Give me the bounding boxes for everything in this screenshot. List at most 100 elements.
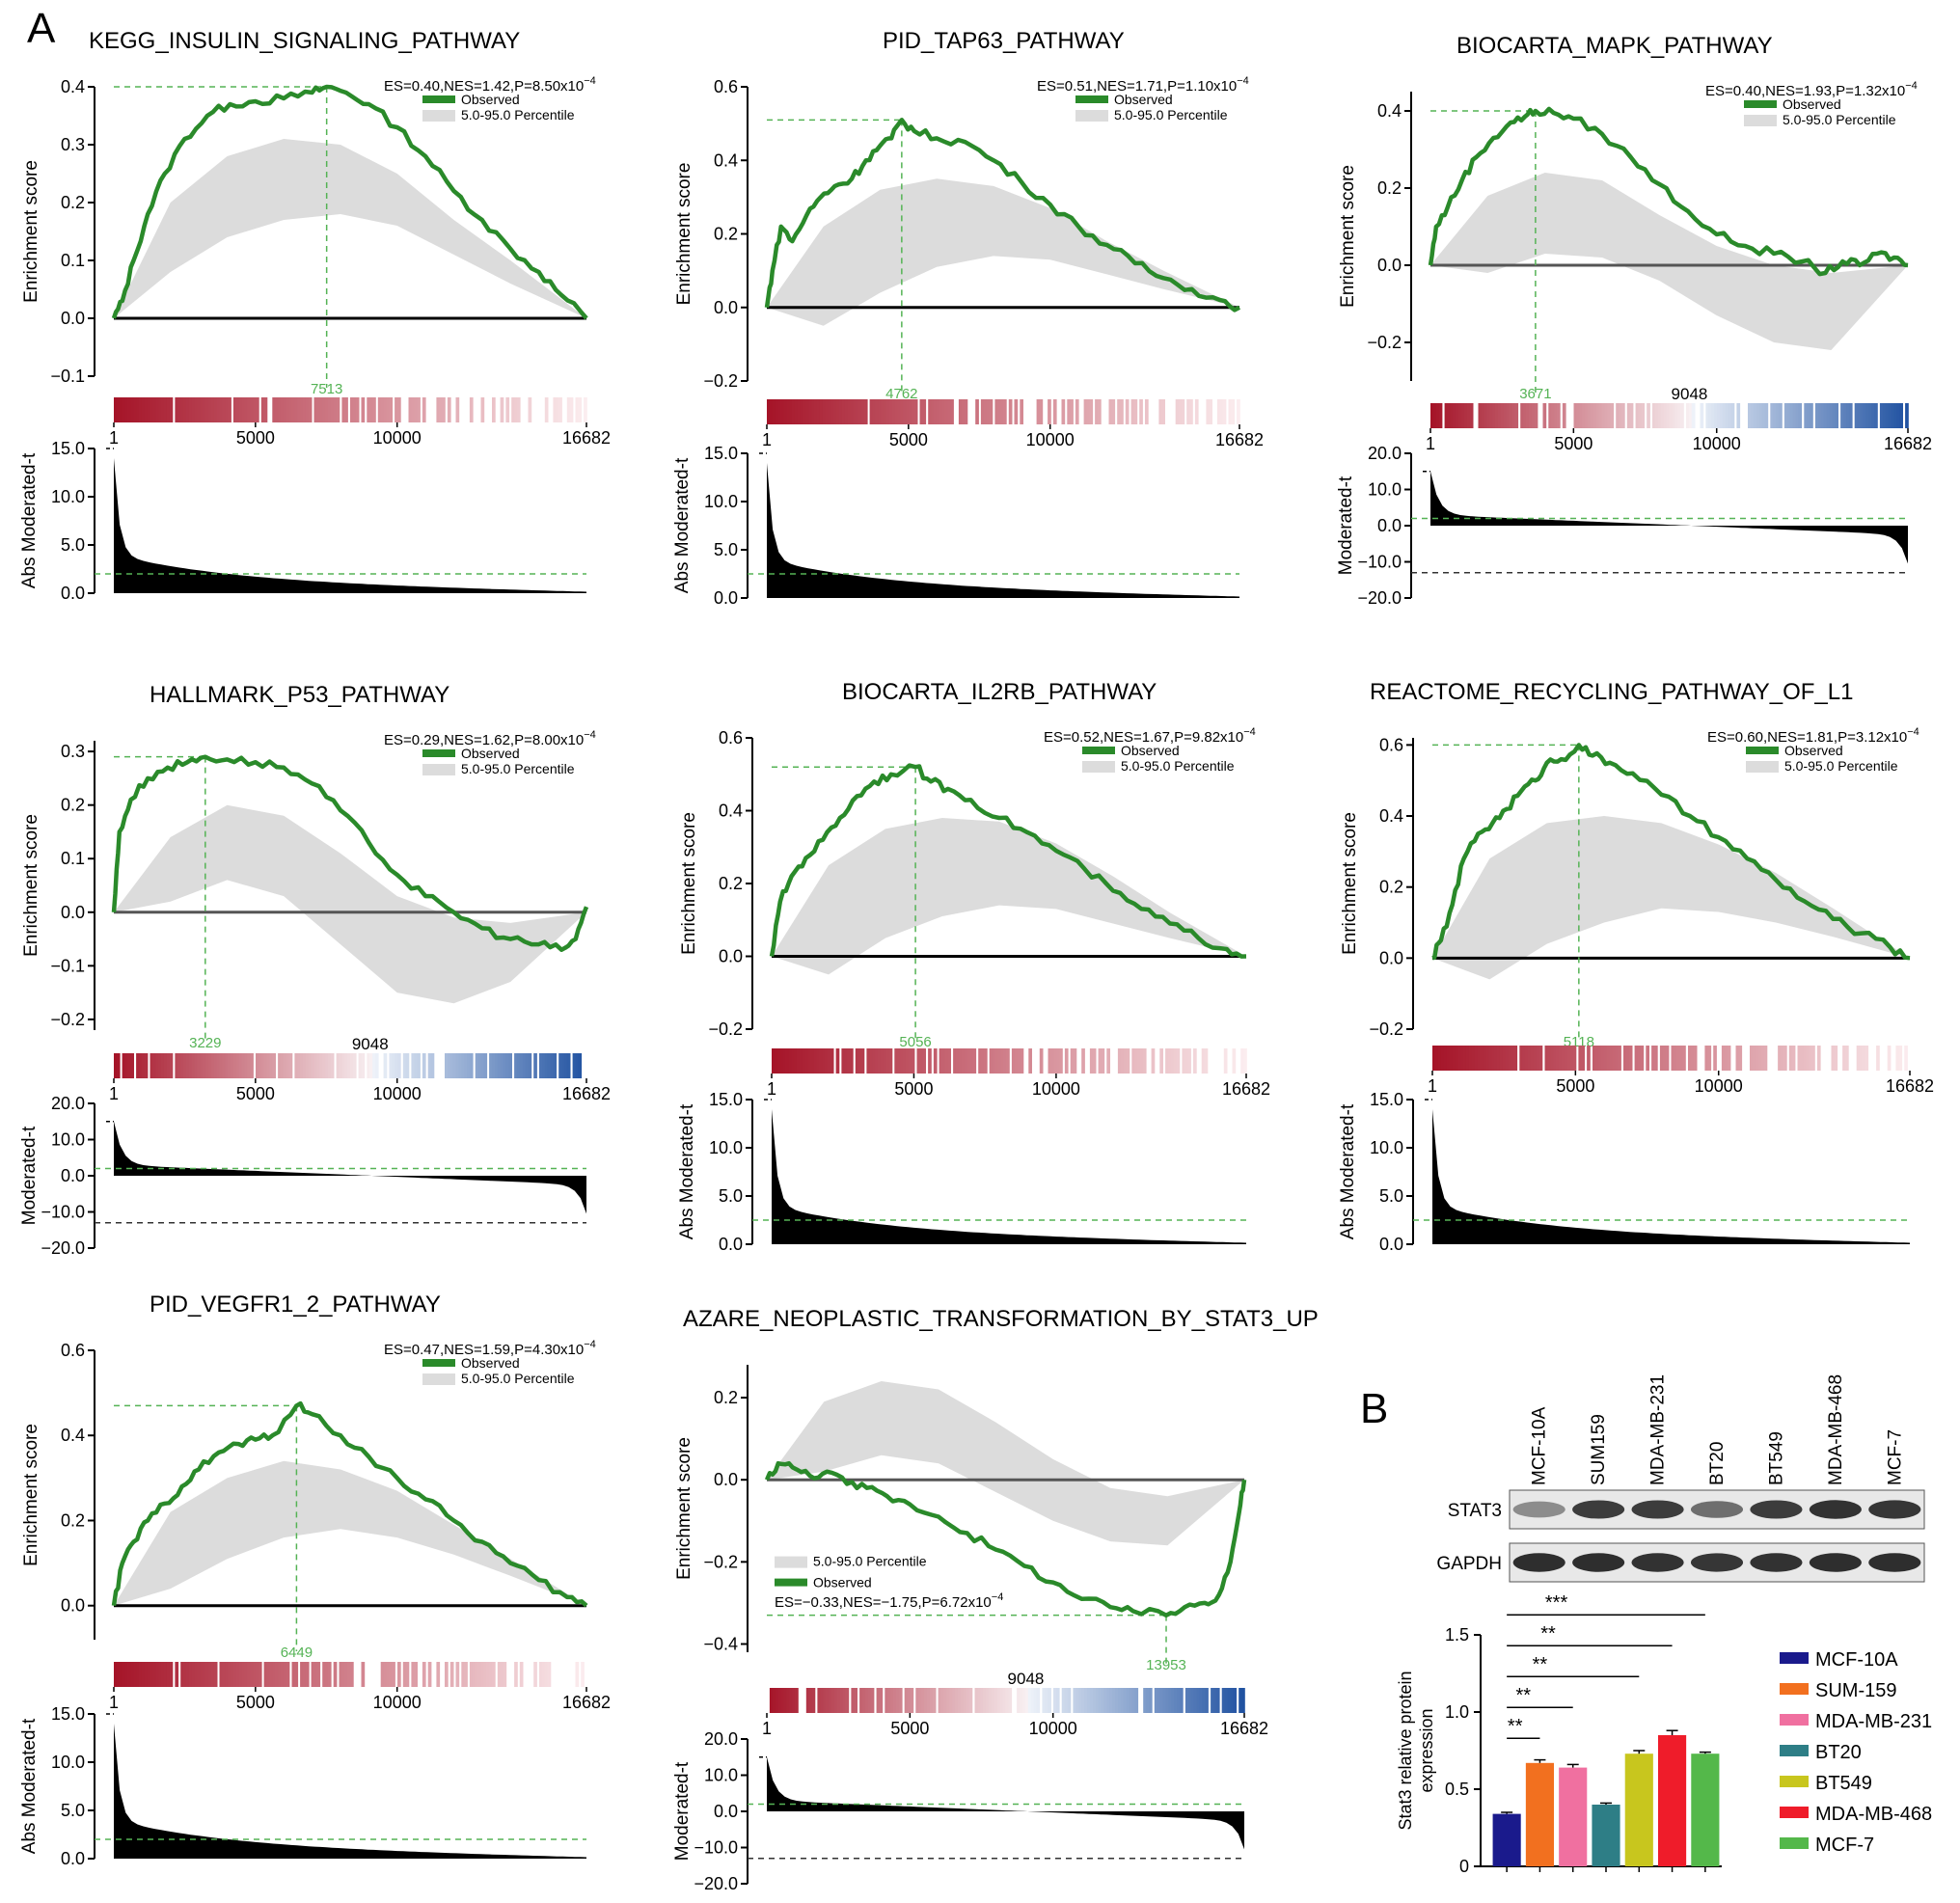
rank-bar-stripe <box>455 1053 460 1078</box>
rank-bar-stripe <box>851 1688 856 1713</box>
rank-bar-stripe <box>188 397 193 422</box>
rank-bar-stripe <box>1860 403 1865 428</box>
rank-bar-stripe <box>1848 403 1853 428</box>
rank-bar-stripe <box>999 1688 1004 1713</box>
rank-bar-stripe <box>508 1053 512 1078</box>
legend-band-swatch <box>1082 761 1115 773</box>
metric-y-tick-label: −20.0 <box>41 1238 85 1258</box>
observed-es-line <box>111 754 589 952</box>
rank-bar-stripe <box>1654 403 1659 428</box>
rank-bar-stripe <box>280 1662 285 1687</box>
rank-bar-stripe <box>500 397 504 422</box>
rank-bar-stripe <box>1118 1688 1122 1713</box>
rank-bar-stripe <box>844 399 849 424</box>
rank-bar-stripe <box>177 397 181 422</box>
rank-bar-stripe <box>1735 1046 1740 1071</box>
rank-bar-stripe <box>844 1048 848 1074</box>
rank-bar-stripe <box>1686 403 1690 428</box>
rank-bar-stripe <box>497 1662 502 1687</box>
rank-bar-stripe <box>1033 1688 1038 1713</box>
rank-bar-stripe <box>1610 403 1615 428</box>
rank-bar-stripe <box>1572 1046 1577 1071</box>
rank-bar-stripe <box>986 399 991 424</box>
rank-bar-stripe <box>783 1688 788 1713</box>
legend-band-label: 5.0-95.0 Percentile <box>1783 112 1896 127</box>
rank-bar-stripe <box>1243 1048 1247 1074</box>
zero-cross-label: 9048 <box>352 1035 389 1053</box>
bar <box>1592 1805 1620 1866</box>
rank-bar-stripe <box>330 1053 335 1078</box>
rank-bar-stripe <box>1000 399 1004 424</box>
rank-bar-stripe <box>1717 403 1721 428</box>
rank-bar-stripe <box>1089 1048 1094 1074</box>
rank-bar-stripe <box>1075 399 1079 424</box>
rank-bar-stripe <box>572 1053 577 1078</box>
rank-bar-stripe <box>1070 1048 1075 1074</box>
y-tick-label: 0.3 <box>61 742 85 761</box>
rank-bar-stripe <box>436 397 441 422</box>
blot-band <box>1750 1500 1803 1519</box>
blot-band <box>1631 1500 1684 1519</box>
rank-bar-stripe <box>1202 1688 1206 1713</box>
rank-bar-stripe <box>205 1662 209 1687</box>
rank-bar-stripe <box>1781 1046 1784 1071</box>
rank-bar-stripe <box>241 397 246 422</box>
rank-bar-stripe <box>772 1048 776 1074</box>
rank-bar-stripe <box>169 1053 174 1078</box>
y-axis-label: Enrichment score <box>21 1424 41 1566</box>
metric-area <box>114 1724 586 1859</box>
blot-band <box>1690 1501 1744 1518</box>
rank-bar-stripe <box>1064 1688 1069 1713</box>
rank-bar-stripe <box>1879 403 1884 428</box>
rank-bar-stripe <box>1039 399 1044 424</box>
bar <box>1525 1762 1554 1866</box>
rank-bar-stripe <box>1557 403 1561 428</box>
rank-bar-stripe <box>950 399 954 424</box>
rank-bar-stripe <box>1434 1046 1439 1071</box>
rank-bar-stripe <box>422 1662 426 1687</box>
rank-bar-stripe <box>319 397 323 422</box>
rank-bar-stripe <box>553 1053 558 1078</box>
rank-bar-stripe <box>1594 1046 1599 1071</box>
rank-bar-stripe <box>894 1048 898 1074</box>
rank-bar-stripe <box>1704 1046 1709 1071</box>
rank-bar-stripe <box>116 1053 121 1078</box>
rank-bar-stripe <box>1145 399 1149 424</box>
rank-bar-stripe <box>263 1053 268 1078</box>
rank-bar-stripe <box>949 1688 953 1713</box>
y-tick-label: 0.0 <box>714 298 738 317</box>
rank-bar-stripe <box>194 1053 199 1078</box>
rank-bar-stripe <box>325 1662 329 1687</box>
rank-bar-stripe <box>191 397 196 422</box>
rank-bar-stripe <box>944 1048 949 1074</box>
y-tick-label: 0.0 <box>61 309 85 328</box>
chart-title: BIOCARTA_MAPK_PATHWAY <box>1456 33 1773 59</box>
rank-bar-stripe <box>452 1053 457 1078</box>
zero-cross-label: 9048 <box>1008 1670 1045 1688</box>
rank-bar-stripe <box>1520 403 1524 428</box>
rank-bar-stripe <box>1843 403 1847 428</box>
rank-bar-stripe <box>1845 1046 1849 1071</box>
rank-bar-stripe <box>1538 1046 1543 1071</box>
rank-bar-stripe <box>341 397 346 422</box>
rank-bar-stripe <box>294 397 299 422</box>
rank-bar-stripe <box>514 1662 518 1687</box>
rank-bar-stripe <box>250 1053 254 1078</box>
rank-bar-stripe <box>347 1662 351 1687</box>
rank-bar-stripe <box>383 1053 388 1078</box>
rank-bar-stripe <box>316 1662 321 1687</box>
rank-bar-stripe <box>483 1053 488 1078</box>
significance-label: ** <box>1508 1716 1523 1737</box>
metric-y-tick-label: 15.0 <box>51 439 85 458</box>
rank-bar-stripe <box>203 1053 206 1078</box>
rank-bar-stripe <box>816 1048 820 1074</box>
rank-bar-stripe <box>1492 403 1496 428</box>
rank-bar-stripe <box>558 1053 562 1078</box>
rank-bar-stripe <box>1073 1688 1077 1713</box>
rank-bar-stripe <box>1638 403 1643 428</box>
rank-bar-stripe <box>1865 403 1869 428</box>
rank-bar-stripe <box>904 1688 909 1713</box>
rank-bar-stripe <box>1048 1048 1052 1074</box>
rank-bar-stripe <box>325 397 329 422</box>
leading-edge-label: 13953 <box>1146 1657 1186 1673</box>
